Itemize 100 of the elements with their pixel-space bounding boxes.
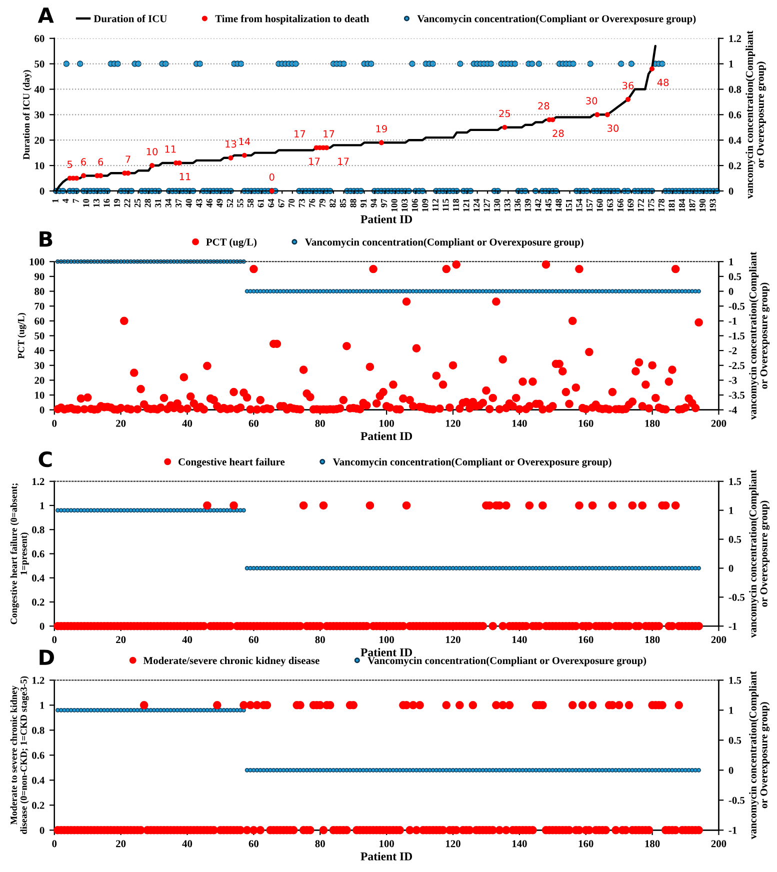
x-tick-label: 73 <box>298 198 305 208</box>
data-label: 0 <box>269 173 274 181</box>
y-axis-title: Congestive heart failure (0=absent; 1=present) <box>10 484 29 624</box>
x-tick-label: 7 <box>72 198 79 203</box>
y-tick-label: 1.2 <box>32 478 44 486</box>
y2-tick-label: 0.2 <box>728 162 742 170</box>
data-label: 48 <box>657 78 669 86</box>
legend-label: PCT (ug/L) <box>206 238 257 248</box>
data-label: 7 <box>126 156 130 163</box>
data-label: 14 <box>239 138 250 146</box>
y-tick-label: 1 <box>40 502 44 510</box>
x-tick-label: 139 <box>524 198 531 212</box>
x-tick-label: 43 <box>196 198 202 208</box>
x-tick-label: 136 <box>514 198 521 212</box>
y2-axis-title: vancomycin concentration(Compliant or Overexposure group) <box>746 30 766 199</box>
y2-tick-label: -0.5 <box>728 302 745 310</box>
y2-tick-label: 0.5 <box>728 536 742 544</box>
x-tick-label: 184 <box>678 198 686 212</box>
x-tick-label: 100 <box>380 840 394 848</box>
x-tick-label: 181 <box>668 199 675 212</box>
data-label: 11 <box>165 146 176 153</box>
y-axis-title: PCT (ug/L) <box>18 313 26 359</box>
y2-tick-label: 0.8 <box>728 86 742 93</box>
x-tick-label: 115 <box>442 198 449 211</box>
x-tick-label: 70 <box>288 198 295 208</box>
y2-tick-label: 0.5 <box>728 273 742 280</box>
x-tick-label: 0 <box>52 840 57 848</box>
y2-tick-label: 1 <box>729 258 734 266</box>
point <box>649 66 654 72</box>
x-tick-label: 22 <box>124 198 130 208</box>
y-tick-label: 0 <box>40 406 44 414</box>
point <box>228 155 234 160</box>
x-tick-label: 175 <box>648 198 654 212</box>
y2-tick-label: 1 <box>729 60 734 68</box>
y-tick-label: 10 <box>35 392 44 399</box>
x-tick-label: 160 <box>578 636 594 644</box>
x-tick-label: 190 <box>699 198 706 212</box>
x-tick-label: 94 <box>370 198 377 208</box>
x-tick-label: 100 <box>391 198 398 212</box>
y-tick-label: 0 <box>40 826 44 834</box>
y-tick-label: 0.8 <box>32 726 44 734</box>
y2-axis-title: vancomycin concentration(Compliant or Overexposure group) <box>749 252 770 420</box>
x-tick-label: 20 <box>116 420 126 427</box>
x-axis-title: Patient ID <box>360 852 412 860</box>
data-label: 10 <box>146 148 158 156</box>
x-tick-label: 120 <box>446 840 460 848</box>
y-axis-title: Duration of ICU (day) <box>22 70 32 160</box>
x-tick-label: 88 <box>350 198 356 208</box>
y-tick-label: 0.2 <box>32 598 44 606</box>
x-tick-label: 151 <box>566 199 572 212</box>
y2-tick-label: 1 <box>729 706 734 714</box>
x-tick-label: 180 <box>645 840 660 848</box>
x-tick-label: 49 <box>216 198 223 208</box>
x-tick-label: 133 <box>504 198 510 212</box>
x-tick-label: 200 <box>711 636 726 644</box>
x-tick-label: 200 <box>711 840 726 848</box>
data-label: 30 <box>608 124 619 132</box>
y-tick-label: 30 <box>34 111 44 118</box>
y-tick-label: 0 <box>40 622 44 630</box>
legend-label: Time from hospitalization to death <box>215 14 370 24</box>
y-tick-label: 100 <box>30 258 44 266</box>
x-tick-label: 80 <box>315 636 325 644</box>
x-tick-label: 40 <box>182 840 192 848</box>
x-tick-label: 140 <box>512 420 527 427</box>
data-label: 17 <box>338 158 349 165</box>
point <box>149 162 155 168</box>
data-label: 6 <box>81 158 86 166</box>
legend-label: Congestive heart failure <box>178 458 285 468</box>
point <box>378 140 384 146</box>
data-label: 17 <box>309 158 320 165</box>
y-tick-label: 0.8 <box>32 526 44 534</box>
x-tick-label: 106 <box>412 198 418 212</box>
y-tick-label: 50 <box>34 332 44 340</box>
point <box>550 117 556 122</box>
point <box>98 173 104 178</box>
x-tick-label: 79 <box>319 198 326 208</box>
x-tick-label: 82 <box>330 198 336 208</box>
chart-title: D <box>40 650 54 665</box>
x-tick-label: 187 <box>689 198 696 212</box>
x-tick-label: 13 <box>93 198 100 207</box>
data-label: 36 <box>622 82 634 90</box>
x-tick-label: 169 <box>628 198 634 212</box>
y-tick-label: 20 <box>34 136 44 144</box>
x-tick-label: 160 <box>578 420 594 427</box>
data-label: 17 <box>324 130 334 138</box>
x-tick-label: 46 <box>206 198 212 208</box>
point <box>625 96 631 102</box>
data-label: 6 <box>98 158 104 166</box>
point <box>324 145 330 150</box>
legend-label: Moderate/severe chronic kidney disease <box>143 656 320 666</box>
y-tick-label: 10 <box>35 162 44 170</box>
data-label: 28 <box>538 102 550 110</box>
x-tick-label: 58 <box>247 198 254 208</box>
y-tick-label: 0 <box>40 188 44 195</box>
x-tick-label: 120 <box>446 636 460 644</box>
x-tick-label: 31 <box>155 199 162 208</box>
y2-tick-label: 0 <box>728 766 734 774</box>
x-tick-label: 37 <box>176 198 182 208</box>
x-axis-title: Patient ID <box>360 214 412 224</box>
x-tick-label: 80 <box>315 840 325 848</box>
